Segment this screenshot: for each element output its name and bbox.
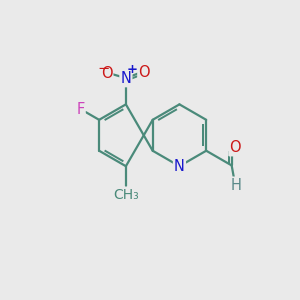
Text: F: F [76,102,85,117]
Text: O: O [100,66,112,81]
Text: N: N [174,159,185,174]
Text: O: O [230,140,241,155]
Text: CH₃: CH₃ [113,188,139,202]
Text: +: + [127,63,138,76]
Text: −: − [97,61,109,76]
Text: O: O [138,65,150,80]
Text: H: H [231,178,242,193]
Text: N: N [121,71,131,86]
